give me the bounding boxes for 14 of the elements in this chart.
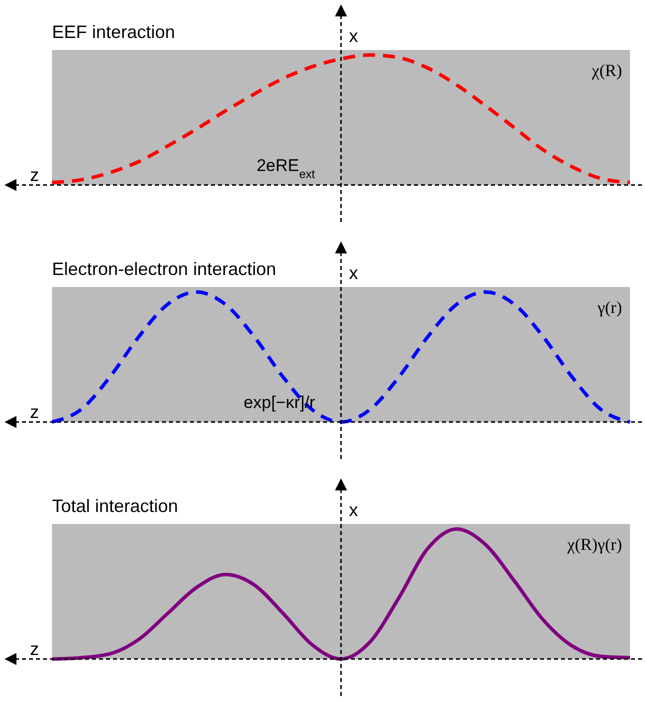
annotation: 2eRE$_{ext}$ — [256, 156, 316, 181]
x-axis-title: z — [30, 165, 39, 185]
annotation: exp[−κr]/r — [244, 393, 316, 412]
y-axis-title: x — [349, 263, 358, 283]
annotation: χ(R)γ(r) — [566, 535, 622, 554]
x-axis-title: z — [30, 402, 39, 422]
chart-title: Total interaction — [52, 496, 178, 516]
annotation: γ(r) — [596, 298, 622, 317]
y-axis-title: x — [349, 500, 358, 520]
chart-title: EEF interaction — [52, 22, 176, 42]
y-axis-title: x — [349, 26, 358, 46]
chart-title: Electron-electron interaction — [52, 259, 276, 279]
annotation: χ(R) — [590, 61, 622, 80]
x-axis-title: z — [30, 639, 39, 659]
